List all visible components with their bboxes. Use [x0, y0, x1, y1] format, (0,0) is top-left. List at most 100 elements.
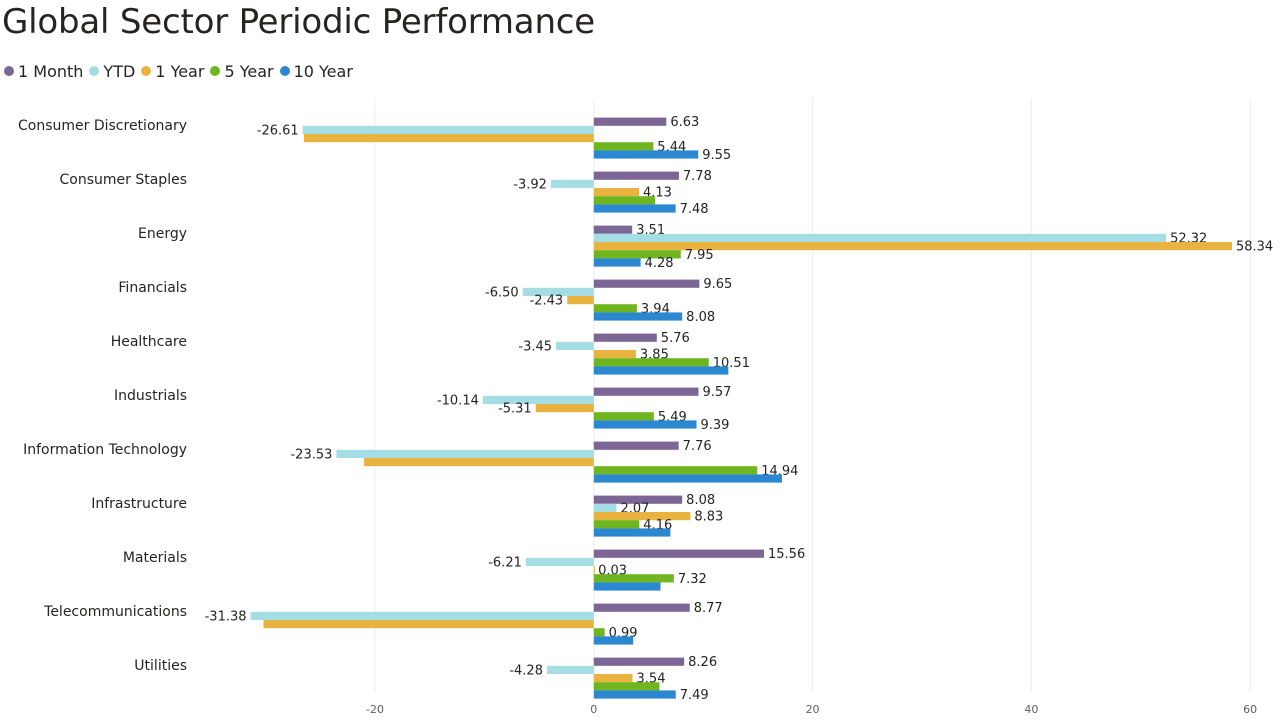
- bar[interactable]: [593, 420, 697, 429]
- bar[interactable]: [593, 150, 699, 159]
- data-label: -2.43: [530, 294, 564, 309]
- category-label: Consumer Discretionary: [18, 118, 187, 134]
- bar[interactable]: [593, 366, 729, 375]
- data-label: -6.50: [485, 285, 519, 300]
- data-label: 9.57: [702, 385, 731, 400]
- x-tick-label: -20: [366, 703, 384, 716]
- data-label: 9.55: [702, 148, 731, 163]
- legend-item[interactable]: 5 Year: [210, 61, 274, 81]
- bar[interactable]: [593, 279, 700, 288]
- x-tick-label: 40: [1024, 703, 1038, 716]
- bar[interactable]: [593, 233, 1167, 242]
- data-label: 9.39: [701, 418, 730, 433]
- bar[interactable]: [593, 512, 691, 521]
- bar[interactable]: [263, 620, 594, 629]
- data-label: 5.76: [661, 331, 690, 346]
- bar[interactable]: [593, 503, 617, 512]
- data-label: 7.78: [683, 169, 712, 184]
- x-tick-label: 60: [1243, 703, 1257, 716]
- bar[interactable]: [593, 682, 660, 691]
- bar[interactable]: [550, 179, 594, 188]
- data-label: -5.31: [498, 402, 532, 417]
- bar[interactable]: [593, 528, 671, 537]
- bar[interactable]: [303, 134, 594, 143]
- bar[interactable]: [250, 611, 594, 620]
- category-label: Utilities: [134, 658, 187, 674]
- category-label: Healthcare: [111, 334, 187, 350]
- category-label: Energy: [138, 226, 187, 242]
- bar[interactable]: [593, 495, 683, 504]
- legend-label: 10 Year: [293, 61, 353, 81]
- legend-marker: [141, 66, 152, 76]
- data-label: -4.28: [509, 663, 543, 678]
- bar[interactable]: [593, 474, 782, 483]
- bar[interactable]: [593, 350, 636, 359]
- bar[interactable]: [593, 466, 758, 475]
- data-label: -10.14: [437, 393, 479, 408]
- legend-item[interactable]: YTD: [89, 62, 135, 81]
- bar[interactable]: [593, 204, 676, 213]
- legend-marker: [210, 66, 221, 76]
- data-label: 4.28: [645, 256, 674, 271]
- data-label: 7.95: [685, 248, 714, 263]
- data-label: -3.45: [518, 339, 552, 354]
- bar[interactable]: [336, 449, 594, 458]
- bar[interactable]: [593, 188, 639, 197]
- data-label: 8.08: [686, 310, 715, 325]
- category-label: Materials: [123, 550, 187, 566]
- bar[interactable]: [593, 142, 654, 151]
- bar[interactable]: [593, 196, 656, 205]
- bar[interactable]: [593, 358, 709, 367]
- legend-label: 5 Year: [224, 61, 274, 81]
- data-label: 8.77: [694, 601, 723, 616]
- bar[interactable]: [593, 566, 595, 575]
- bar[interactable]: [546, 665, 594, 674]
- bar[interactable]: [593, 636, 634, 645]
- bar[interactable]: [364, 458, 594, 467]
- data-label: -6.21: [488, 555, 522, 570]
- bar[interactable]: [593, 117, 667, 126]
- bar[interactable]: [593, 520, 640, 529]
- bar[interactable]: [593, 387, 699, 396]
- category-label: Consumer Staples: [60, 172, 187, 188]
- bar[interactable]: [535, 404, 594, 413]
- bar[interactable]: [593, 674, 633, 683]
- bar[interactable]: [593, 171, 679, 180]
- bar[interactable]: [522, 287, 594, 296]
- bar[interactable]: [593, 242, 1232, 251]
- bar[interactable]: [556, 341, 594, 350]
- bar[interactable]: [593, 657, 685, 666]
- bar[interactable]: [593, 574, 674, 583]
- bar[interactable]: [593, 258, 641, 267]
- bar[interactable]: [593, 304, 637, 313]
- bar[interactable]: [593, 312, 683, 321]
- data-label: 7.49: [680, 688, 709, 703]
- data-label: 7.48: [680, 202, 709, 217]
- bar[interactable]: [567, 296, 594, 305]
- bar[interactable]: [482, 395, 594, 404]
- data-label: 15.56: [768, 547, 805, 562]
- legend-item[interactable]: 1 Year: [141, 62, 204, 81]
- bar[interactable]: [593, 333, 657, 342]
- category-label: Industrials: [114, 388, 187, 404]
- bar[interactable]: [593, 441, 679, 450]
- legend-item[interactable]: 10 Year: [279, 61, 353, 81]
- data-label: 8.26: [688, 655, 717, 670]
- bar[interactable]: [593, 690, 676, 699]
- data-label: 8.83: [694, 510, 723, 525]
- legend-item[interactable]: 1 Month: [4, 62, 83, 81]
- bar[interactable]: [593, 225, 633, 234]
- bar[interactable]: [525, 557, 594, 566]
- bar[interactable]: [593, 549, 765, 558]
- x-tick-label: 0: [590, 703, 597, 716]
- category-label: Information Technology: [23, 442, 187, 458]
- bar[interactable]: [593, 582, 661, 591]
- data-label: 7.32: [678, 572, 707, 587]
- bar[interactable]: [593, 628, 605, 637]
- category-label: Financials: [118, 280, 187, 296]
- bar[interactable]: [593, 250, 681, 259]
- bar[interactable]: [593, 412, 654, 421]
- bar[interactable]: [593, 603, 690, 612]
- bar[interactable]: [302, 125, 594, 134]
